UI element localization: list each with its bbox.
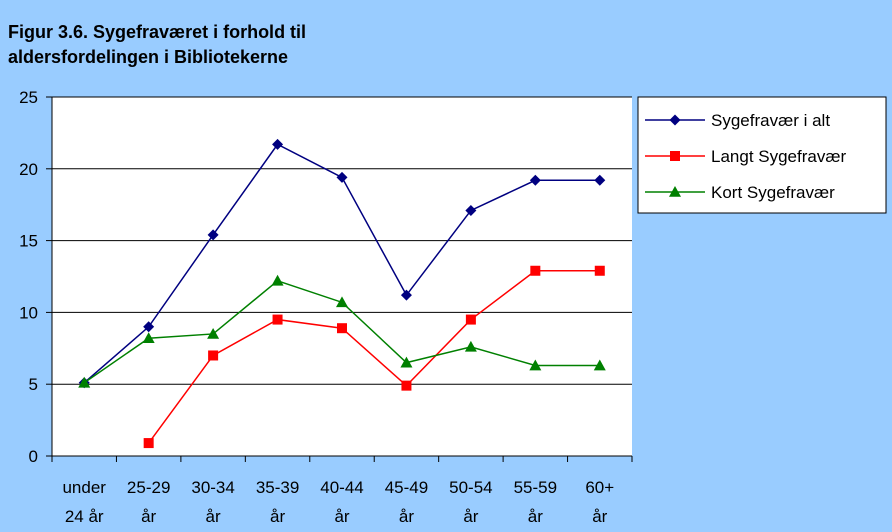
- data-point-series-1: [400, 289, 412, 301]
- data-point-series-1: [465, 204, 477, 216]
- x-tick-label: år: [206, 507, 221, 526]
- x-tick-label: 40-44: [320, 478, 363, 497]
- data-point-series-2: [530, 265, 541, 276]
- legend-marker-1: [669, 114, 681, 126]
- chart-title: Figur 3.6. Sygefraværet i forhold til al…: [8, 20, 306, 70]
- x-tick-label: år: [399, 507, 414, 526]
- legend-marker-2: [670, 151, 680, 161]
- data-point-series-2: [272, 314, 283, 325]
- data-point-series-3: [78, 376, 91, 388]
- y-tick-label: 5: [29, 375, 38, 394]
- x-tick-label: 60+: [585, 478, 614, 497]
- x-tick-label: år: [334, 507, 349, 526]
- data-point-series-3: [529, 359, 542, 371]
- y-tick-label: 25: [19, 88, 38, 107]
- data-point-series-3: [271, 274, 284, 286]
- data-point-series-1: [207, 229, 219, 241]
- data-point-series-3: [336, 296, 348, 308]
- data-point-series-3: [142, 332, 155, 344]
- x-tick-label: år: [528, 507, 543, 526]
- data-point-series-1: [529, 174, 541, 186]
- chart-title-line-1: Figur 3.6. Sygefraværet i forhold til: [8, 22, 307, 42]
- x-tick-label: år: [463, 507, 478, 526]
- data-point-series-3: [593, 359, 606, 371]
- plot-area: [52, 97, 632, 456]
- x-tick-label: 30-34: [191, 478, 234, 497]
- chart-title-line-2: aldersfordelingen i Bibliotekerne: [8, 47, 289, 67]
- y-tick-label: 0: [29, 447, 38, 466]
- data-point-series-3: [207, 327, 220, 339]
- data-point-series-1: [272, 138, 284, 150]
- data-point-series-1: [143, 321, 155, 333]
- data-point-series-2: [337, 323, 347, 334]
- x-tick-label: 55-59: [514, 478, 557, 497]
- y-tick-label: 15: [19, 232, 38, 251]
- x-tick-label: 50-54: [449, 478, 492, 497]
- data-point-series-1: [336, 171, 348, 183]
- series-line-2: [148, 270, 600, 444]
- legend-label-2: Langt Sygefravær: [711, 147, 846, 166]
- data-point-series-2: [465, 314, 476, 325]
- y-tick-label: 20: [19, 160, 38, 179]
- x-tick-label: år: [270, 507, 285, 526]
- data-point-series-2: [401, 380, 412, 391]
- x-tick-label: 35-39: [256, 478, 299, 497]
- legend-label-1: Sygefravær i alt: [711, 111, 830, 130]
- x-tick-label: år: [592, 507, 607, 526]
- data-point-series-2: [594, 265, 605, 276]
- x-tick-label: 45-49: [385, 478, 428, 497]
- legend-marker-3: [669, 186, 681, 197]
- data-point-series-2: [208, 350, 219, 361]
- y-tick-label: 10: [19, 303, 38, 322]
- x-tick-label: under: [62, 478, 106, 497]
- x-tick-label: 25-29: [127, 478, 170, 497]
- data-point-series-3: [464, 340, 477, 352]
- data-point-series-2: [143, 438, 154, 449]
- x-tick-label: 24 år: [65, 507, 104, 526]
- data-point-series-1: [594, 174, 606, 186]
- x-tick-label: år: [141, 507, 156, 526]
- legend-label-3: Kort Sygefravær: [711, 183, 835, 202]
- data-point-series-3: [400, 356, 413, 368]
